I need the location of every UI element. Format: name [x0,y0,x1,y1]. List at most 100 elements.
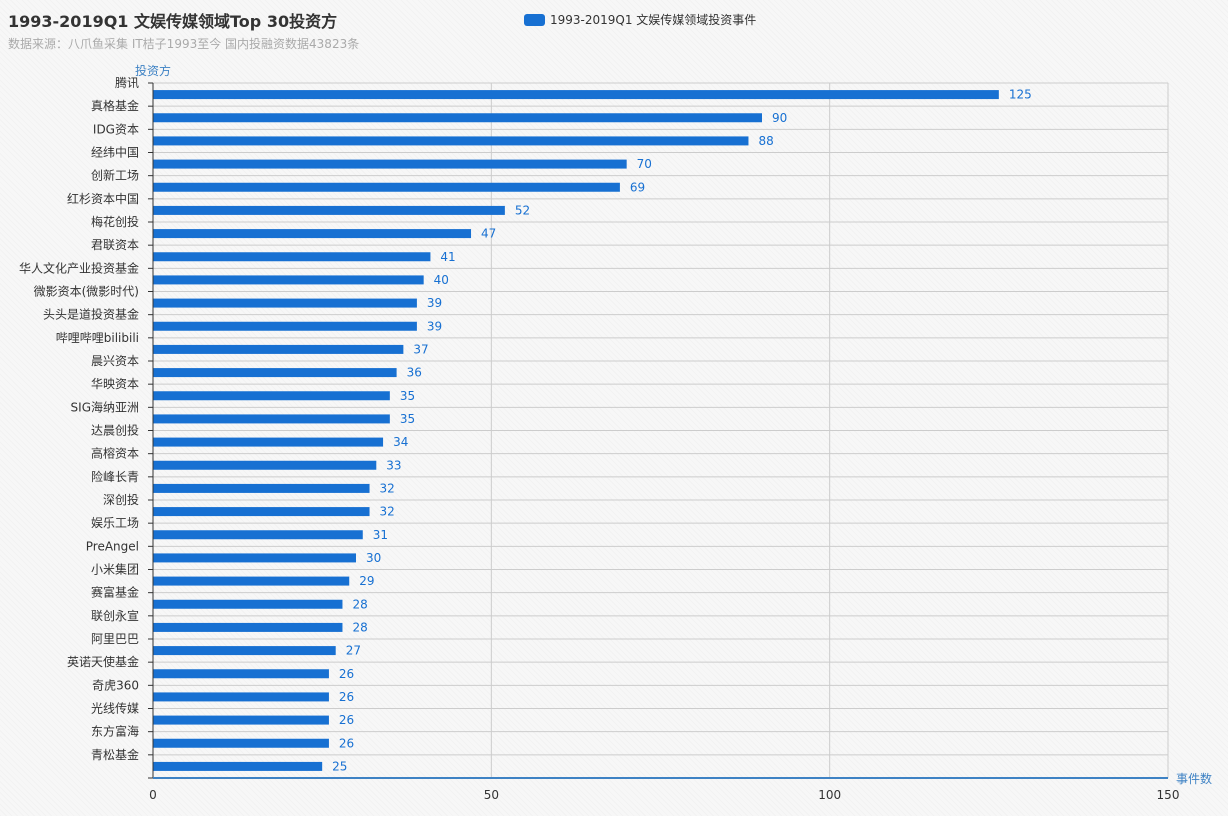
y-tick-label: 经纬中国 [91,145,139,160]
y-tick-label: 小米集团 [91,562,139,577]
y-tick-label: 达晨创投 [91,423,139,438]
data-label: 70 [637,157,652,171]
data-label: 26 [339,667,354,681]
data-label: 35 [400,389,415,403]
y-tick-label: 真格基金 [91,98,139,113]
bar[interactable] [153,460,377,470]
bar[interactable] [153,136,749,146]
bar[interactable] [153,715,329,725]
bar[interactable] [153,507,370,517]
data-label: 33 [386,458,401,472]
bar[interactable] [153,530,363,540]
data-labels: 125 90 88 70 69 52 47 41 40 39 39 37 36 35 35 34 33 32 32 3… [332,88,1032,774]
bar[interactable] [153,761,323,771]
data-label: 125 [1009,88,1032,102]
bar[interactable] [153,646,336,656]
data-label: 28 [352,620,367,634]
y-tick-label: SIG海纳亚洲 [71,399,139,414]
y-tick-label: 君联资本 [91,238,139,252]
bar[interactable] [153,275,424,285]
data-label: 26 [339,690,354,704]
y-tick-label: 华映资本 [91,377,139,391]
bar[interactable] [153,669,329,679]
y-tick-label: PreAngel [86,539,139,553]
bar[interactable] [153,599,343,609]
legend[interactable]: 1993-2019Q1 文娱传媒领域投资事件 [524,11,756,28]
legend-swatch [524,13,545,26]
bar[interactable] [153,159,627,169]
data-label: 47 [481,227,496,241]
y-tick-label: 青松基金 [91,747,139,762]
bar[interactable] [153,113,762,123]
y-tick-label: 梅花创投 [91,214,139,229]
x-tick-label: 100 [818,788,841,802]
data-label: 52 [515,203,530,217]
y-tick-label: 深创投 [103,492,139,507]
y-tick-label: 哔哩哔哩bilibili [56,331,139,345]
chart-subtitle: 数据来源：八爪鱼采集 IT桔子1993至今 国内投融资数据43823条 [8,37,360,51]
bar[interactable] [153,553,356,563]
bars [153,90,999,771]
y-tick-label: IDG资本 [93,122,139,136]
data-label: 30 [366,551,381,565]
y-tick-label: 晨兴资本 [91,354,139,368]
bar[interactable] [153,90,999,100]
data-label: 26 [339,713,354,727]
data-label: 37 [413,342,428,356]
y-tick-label: 腾讯 [115,75,139,90]
y-tick-label: 阿里巴巴 [91,632,139,646]
y-tick-label: 英诺天使基金 [67,654,139,669]
data-label: 88 [758,134,773,148]
bar[interactable] [153,344,404,354]
data-label: 25 [332,759,347,773]
bar[interactable] [153,391,390,401]
bar[interactable] [153,321,417,331]
y-tick-label: 东方富海 [91,724,139,739]
data-label: 90 [772,111,787,125]
data-label: 27 [346,644,361,658]
data-label: 32 [380,505,395,519]
y-tick-label: 联创永宣 [91,608,139,623]
data-label: 35 [400,412,415,426]
data-label: 36 [407,366,422,380]
data-label: 39 [427,296,442,310]
data-label: 29 [359,574,374,588]
y-tick-label: 微影资本(微影时代) [34,285,139,299]
grid-lines [152,82,1169,778]
data-label: 39 [427,319,442,333]
data-label: 31 [373,528,388,542]
y-tick-label: 奇虎360 [92,678,139,692]
y-tick-label: 赛富基金 [91,585,139,600]
bar[interactable] [153,205,505,215]
y-tick-label: 光线传媒 [91,701,139,716]
data-label: 69 [630,180,645,194]
data-label: 26 [339,736,354,750]
bar[interactable] [153,738,329,748]
bar[interactable] [153,252,431,262]
x-tick-label: 150 [1157,788,1180,802]
bar[interactable] [153,576,350,586]
y-tick-label: 红杉资本中国 [67,191,139,206]
data-label: 32 [380,481,395,495]
legend-label: 1993-2019Q1 文娱传媒领域投资事件 [550,13,757,27]
bar[interactable] [153,622,343,632]
data-label: 40 [434,273,449,287]
data-label: 34 [393,435,408,449]
bar[interactable] [153,414,390,424]
y-tick-label: 娱乐工场 [91,516,139,530]
bar[interactable] [153,298,417,308]
bar[interactable] [153,692,329,702]
bar[interactable] [153,483,370,493]
data-label: 28 [352,597,367,611]
x-tick-label: 50 [484,788,499,802]
bar[interactable] [153,182,620,192]
bar[interactable] [153,368,397,378]
bar[interactable] [153,229,472,239]
y-tick-label: 险峰长青 [91,469,139,484]
x-axis-title: 事件数 [1176,771,1212,786]
y-axis-title: 投资方 [135,63,171,78]
bar[interactable] [153,437,384,447]
y-tick-label: 创新工场 [91,168,139,183]
